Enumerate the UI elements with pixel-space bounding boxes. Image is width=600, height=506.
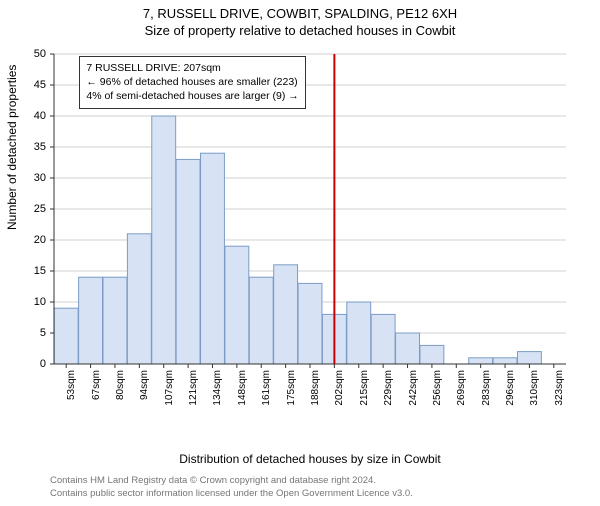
histogram-chart: Number of detached properties Distributi… [50, 50, 570, 410]
y-tick-label: 45 [22, 79, 46, 91]
footer-line-2: Contains public sector information licen… [50, 488, 413, 500]
x-tick-label: 80sqm [115, 370, 126, 400]
x-tick-label: 202sqm [334, 370, 345, 406]
x-tick-label: 256sqm [432, 370, 443, 406]
x-tick-label: 283sqm [481, 370, 492, 406]
y-tick-label: 5 [22, 327, 46, 339]
y-tick-label: 50 [22, 48, 46, 60]
attribution-footer: Contains HM Land Registry data © Crown c… [50, 475, 413, 500]
x-tick-label: 161sqm [261, 370, 272, 406]
info-line-smaller: ← 96% of detached houses are smaller (22… [86, 75, 298, 89]
y-tick-label: 20 [22, 234, 46, 246]
x-tick-label: 175sqm [286, 370, 297, 406]
x-tick-label: 134sqm [212, 370, 223, 406]
info-line-larger: 4% of semi-detached houses are larger (9… [86, 89, 298, 103]
x-tick-label: 310sqm [529, 370, 540, 406]
x-tick-label: 53sqm [66, 370, 77, 400]
x-tick-label: 215sqm [359, 370, 370, 406]
x-tick-label: 107sqm [164, 370, 175, 406]
x-tick-label: 229sqm [383, 370, 394, 406]
y-tick-label: 10 [22, 296, 46, 308]
property-info-box: 7 RUSSELL DRIVE: 207sqm ← 96% of detache… [79, 56, 305, 109]
y-tick-label: 30 [22, 172, 46, 184]
footer-line-1: Contains HM Land Registry data © Crown c… [50, 475, 413, 487]
x-tick-label: 94sqm [139, 370, 150, 400]
x-tick-label: 67sqm [91, 370, 102, 400]
page-title-address: 7, RUSSELL DRIVE, COWBIT, SPALDING, PE12… [0, 6, 600, 21]
x-tick-label: 269sqm [456, 370, 467, 406]
x-tick-label: 296sqm [505, 370, 516, 406]
y-tick-label: 15 [22, 265, 46, 277]
y-tick-label: 35 [22, 141, 46, 153]
x-tick-label: 323sqm [554, 370, 565, 406]
page-title-subtitle: Size of property relative to detached ho… [0, 23, 600, 38]
x-tick-label: 121sqm [188, 370, 199, 406]
x-tick-label: 148sqm [237, 370, 248, 406]
info-line-size: 7 RUSSELL DRIVE: 207sqm [86, 61, 298, 75]
x-tick-label: 242sqm [408, 370, 419, 406]
x-tick-label: 188sqm [310, 370, 321, 406]
y-tick-label: 0 [22, 358, 46, 370]
y-tick-label: 40 [22, 110, 46, 122]
y-tick-label: 25 [22, 203, 46, 215]
x-axis-label: Distribution of detached houses by size … [179, 452, 440, 466]
y-axis-label: Number of detached properties [5, 65, 19, 230]
